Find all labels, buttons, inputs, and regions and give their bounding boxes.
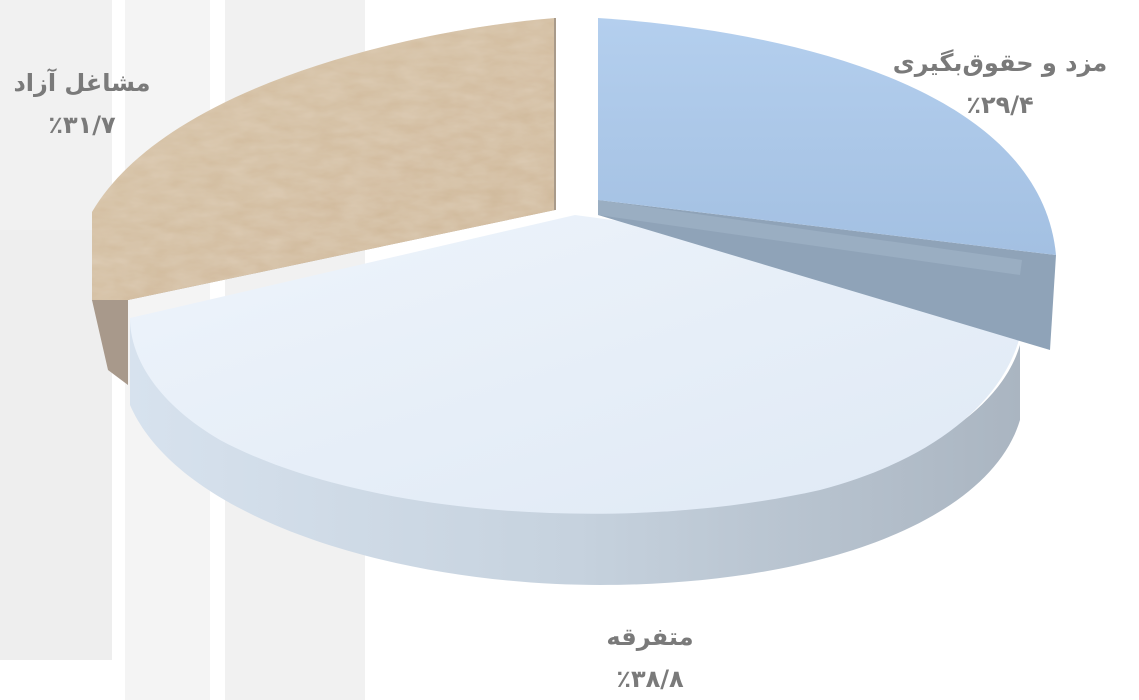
slice-name: مشاغل آزاد [13, 69, 151, 97]
slice-label-misc: متفرقه ٪۳۸/۸ [520, 620, 780, 696]
slice-wages[interactable] [598, 18, 1056, 350]
slice-misc[interactable] [130, 215, 1025, 585]
slice-label-freelance: مشاغل آزاد ٪۳۱/۷ [0, 66, 212, 142]
slice-name: متفرقه [606, 623, 694, 651]
slice-label-wages: مزد و حقوق‌بگیری ٪۲۹/۴ [870, 46, 1130, 122]
slice-value: ٪۲۹/۴ [966, 91, 1034, 119]
slice-value: ٪۳۱/۷ [48, 111, 116, 139]
slice-value: ٪۳۸/۸ [616, 665, 684, 693]
slice-freelance[interactable] [92, 18, 556, 385]
slice-name: مزد و حقوق‌بگیری [892, 49, 1108, 77]
